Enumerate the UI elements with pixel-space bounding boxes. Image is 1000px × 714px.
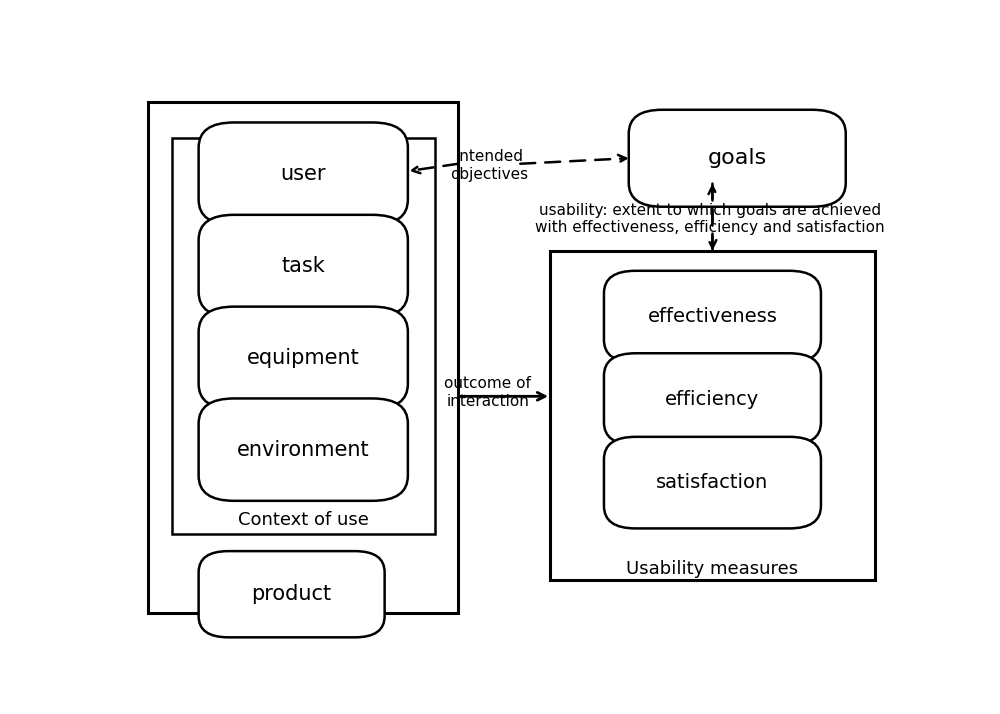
FancyBboxPatch shape — [199, 551, 385, 638]
FancyBboxPatch shape — [199, 215, 408, 317]
Text: equipment: equipment — [247, 348, 360, 368]
Text: task: task — [281, 256, 325, 276]
FancyBboxPatch shape — [604, 353, 821, 445]
FancyBboxPatch shape — [148, 102, 458, 613]
FancyBboxPatch shape — [604, 437, 821, 528]
Text: product: product — [252, 584, 332, 604]
Text: environment: environment — [237, 440, 370, 460]
FancyBboxPatch shape — [604, 271, 821, 363]
FancyBboxPatch shape — [629, 110, 846, 207]
Text: Context of use: Context of use — [238, 511, 369, 529]
FancyBboxPatch shape — [199, 306, 408, 409]
Text: efficiency: efficiency — [665, 390, 760, 408]
Text: Usability measures: Usability measures — [626, 560, 799, 578]
Text: effectiveness: effectiveness — [648, 307, 777, 326]
FancyBboxPatch shape — [550, 251, 875, 580]
FancyBboxPatch shape — [172, 138, 435, 534]
FancyBboxPatch shape — [199, 123, 408, 225]
Text: outcome of
interaction: outcome of interaction — [444, 376, 531, 408]
Text: intended
objectives: intended objectives — [450, 149, 528, 181]
Text: satisfaction: satisfaction — [656, 473, 769, 492]
Text: usability: extent to which goals are achieved
with effectiveness, efficiency and: usability: extent to which goals are ach… — [535, 203, 885, 235]
Text: user: user — [280, 164, 326, 183]
FancyBboxPatch shape — [199, 398, 408, 501]
Text: goals: goals — [708, 149, 767, 169]
